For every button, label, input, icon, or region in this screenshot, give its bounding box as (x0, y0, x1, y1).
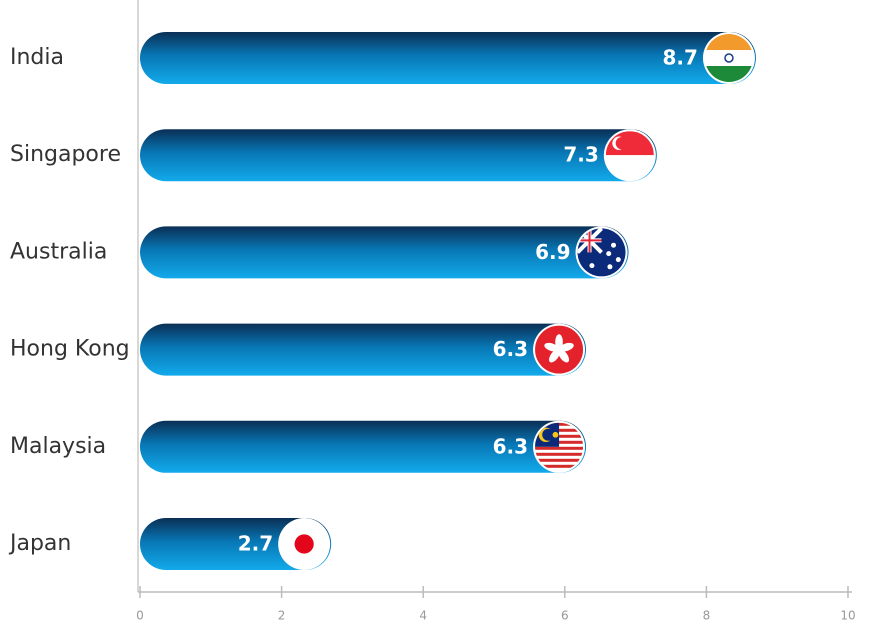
flag-part (552, 431, 559, 438)
value-label: 6.3 (493, 434, 528, 458)
category-label: Hong Kong (10, 337, 130, 362)
value-label: 8.7 (663, 46, 698, 70)
flag-part (555, 334, 563, 350)
flag-part (535, 446, 584, 450)
flag-part (615, 136, 629, 150)
x-tick-label: 2 (278, 609, 286, 623)
flag-part (589, 263, 595, 269)
flag-part (542, 428, 555, 441)
x-tick-label: 4 (419, 609, 427, 623)
flag-part (535, 458, 584, 462)
bar (140, 129, 657, 182)
flag-part (535, 464, 584, 468)
bar (140, 32, 756, 84)
category-label: India (10, 45, 64, 70)
flag-part (544, 342, 560, 352)
x-tick-label: 0 (136, 609, 144, 623)
category-label: Malaysia (10, 434, 106, 459)
flag-part (704, 66, 753, 82)
category-label: Singapore (10, 142, 121, 167)
flag-part (549, 349, 561, 363)
value-label: 6.3 (493, 337, 528, 361)
x-tick-label: 8 (703, 609, 711, 623)
x-tick-label: 10 (840, 609, 855, 623)
flag-part (724, 53, 734, 63)
flag-icon (577, 228, 626, 277)
flag-part (535, 452, 584, 456)
flag-icon (280, 520, 329, 568)
category-label: Japan (8, 531, 71, 556)
flag-part (577, 228, 602, 253)
flag-part (607, 264, 613, 270)
flag-part (606, 251, 612, 257)
bar (140, 323, 587, 376)
flag-icon (535, 422, 584, 468)
value-label: 7.3 (563, 143, 598, 167)
x-tick-label: 6 (561, 609, 569, 623)
flag-icon (704, 34, 753, 82)
flag-part (558, 342, 574, 352)
value-label: 6.9 (535, 240, 570, 264)
category-label: Australia (10, 239, 107, 264)
flag-icon (535, 325, 584, 374)
bar (140, 226, 629, 279)
flag-part (611, 242, 617, 248)
flag-part (704, 50, 753, 66)
bar (140, 420, 587, 473)
flag-part (704, 34, 753, 50)
flag-part (558, 349, 570, 363)
flag-icon (605, 131, 654, 180)
flag-part (294, 534, 314, 554)
flag-part (615, 257, 621, 263)
value-label: 2.7 (238, 532, 273, 556)
